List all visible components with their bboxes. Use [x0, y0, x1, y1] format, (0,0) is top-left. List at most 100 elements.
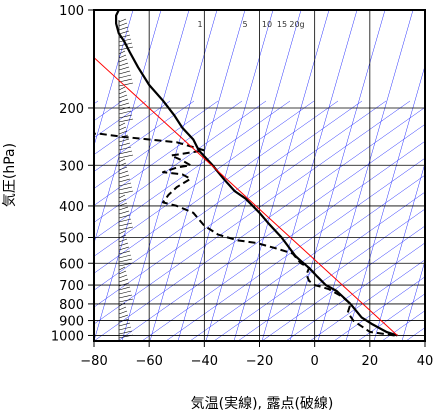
guide-line-steep — [345, 64, 425, 341]
wind-barb — [118, 278, 129, 283]
guide-line-shallow — [94, 107, 425, 341]
wind-barb — [118, 30, 130, 35]
x-tick-label: −20 — [246, 354, 273, 369]
wind-barb — [118, 294, 133, 299]
wind-barb — [118, 210, 130, 215]
wind-barb — [118, 94, 128, 99]
wind-barb — [118, 54, 127, 59]
wind-barb — [118, 170, 129, 175]
guide-line-steep — [94, 10, 190, 341]
x-tick-label: −80 — [80, 354, 107, 369]
wind-barb — [118, 206, 129, 211]
guide-line-steep — [430, 10, 435, 341]
wind-barb — [118, 322, 131, 327]
wind-barb — [118, 106, 131, 111]
x-tick-label: 0 — [311, 354, 319, 369]
wind-barb — [118, 298, 134, 303]
wind-barb — [118, 122, 126, 127]
x-tick-label: 20 — [362, 354, 379, 369]
wind-barb — [118, 46, 134, 51]
wind-barb — [118, 58, 128, 63]
x-tick-label: −60 — [135, 354, 162, 369]
guide-line-steep — [317, 10, 414, 341]
wind-barb — [118, 62, 129, 67]
wind-barb — [118, 310, 128, 315]
guide-line-steep — [261, 10, 358, 341]
wind-barb — [118, 38, 132, 43]
wind-barb — [118, 130, 128, 135]
wind-barb — [118, 334, 134, 339]
guide-line-shallow — [94, 100, 411, 325]
wind-barb — [118, 230, 126, 235]
wind-barb — [118, 98, 129, 103]
wind-barb — [118, 146, 132, 151]
guide-line-shallow — [94, 100, 171, 155]
mixing-ratio-label: 20g — [289, 20, 304, 29]
wind-barb — [118, 330, 133, 335]
grid-lines — [94, 10, 425, 341]
wind-barb — [118, 238, 128, 243]
wind-barb — [118, 166, 128, 171]
x-axis: −80 −60 −40 −20 0 20 40 — [80, 341, 433, 369]
wind-barb — [118, 114, 133, 119]
guide-line-steep — [289, 10, 386, 341]
wind-barb — [118, 82, 134, 87]
wind-barb — [118, 26, 129, 31]
parcel-line — [94, 57, 398, 336]
y-tick-label: 800 — [59, 298, 84, 313]
y-tick-label: 700 — [59, 279, 84, 294]
guide-line-steep — [233, 10, 330, 341]
guide-line-steep — [373, 162, 425, 341]
wind-barb — [118, 318, 130, 323]
y-tick-label: 900 — [59, 315, 84, 330]
guide-line-shallow — [94, 100, 315, 257]
wind-barb — [118, 150, 133, 155]
y-tick-label: 1000 — [51, 329, 84, 344]
wind-barbs — [118, 18, 134, 341]
guide-line-steep — [94, 10, 134, 147]
wind-barb — [118, 250, 131, 255]
wind-barb — [118, 218, 132, 223]
wind-barb — [118, 214, 131, 219]
wind-barb — [118, 234, 127, 239]
wind-barb — [118, 178, 131, 183]
guide-line-shallow — [94, 100, 195, 172]
wind-barb — [118, 138, 130, 143]
guide-line-shallow — [285, 242, 425, 341]
wind-barb — [118, 306, 127, 311]
wind-barb — [118, 246, 130, 251]
y-tick-label: 100 — [59, 4, 84, 19]
mixing-ratio-label: 5 — [242, 20, 247, 29]
wind-barb — [118, 274, 128, 279]
y-tick-label: 500 — [59, 231, 84, 246]
wind-barb — [118, 290, 132, 295]
wind-barb — [118, 110, 132, 115]
wind-barb — [118, 226, 134, 231]
guide-line-shallow — [430, 101, 435, 341]
guide-line-shallow — [309, 259, 425, 341]
wind-barb — [118, 258, 133, 263]
y-tick-label: 200 — [59, 102, 84, 117]
guide-line-steep — [205, 10, 302, 341]
guide-line-shallow — [213, 191, 425, 341]
guide-line-shallow — [94, 100, 363, 291]
data-series — [94, 10, 398, 337]
temperature-line — [115, 10, 398, 337]
wind-barb — [118, 86, 126, 91]
guide-line-shallow — [141, 140, 425, 341]
wind-barb — [118, 190, 134, 195]
wind-barb — [118, 78, 133, 83]
guide-line-steep — [94, 10, 162, 245]
mixing-ratio-label: 1 — [197, 20, 202, 29]
guide-line-shallow — [237, 208, 425, 341]
wind-barb — [118, 286, 131, 291]
wind-barb — [118, 74, 132, 79]
wind-barb — [118, 222, 133, 227]
wind-barb — [118, 162, 127, 167]
y-axis-title: 気圧(hPa) — [2, 143, 18, 207]
wind-barb — [118, 194, 126, 199]
mixing-ratio-labels: 1 5 10 15 20g — [197, 20, 304, 29]
wind-barb — [118, 302, 126, 307]
wind-barb — [118, 282, 130, 287]
